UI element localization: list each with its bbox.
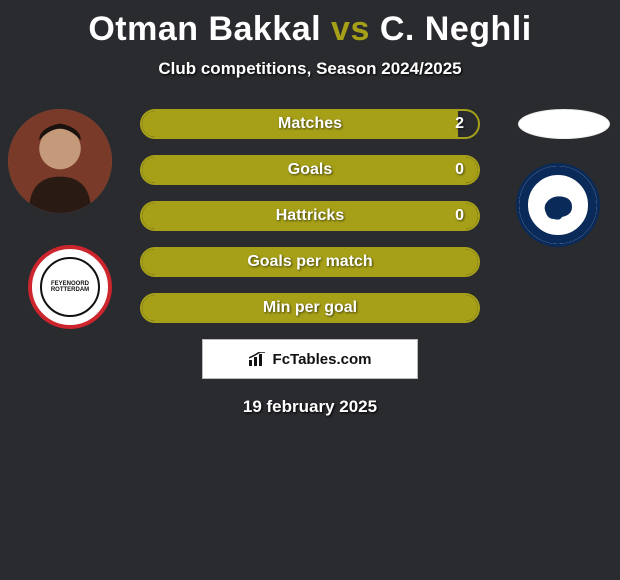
stat-bar-label: Hattricks bbox=[142, 203, 478, 229]
date-text: 19 february 2025 bbox=[0, 397, 620, 417]
chart-icon bbox=[249, 352, 267, 366]
player1-name: Otman Bakkal bbox=[88, 10, 321, 48]
lion-icon bbox=[538, 185, 578, 225]
stat-bars: Matches2Goals0Hattricks0Goals per matchM… bbox=[140, 109, 480, 323]
watermark-text: FcTables.com bbox=[273, 351, 372, 368]
stat-bar: Hattricks0 bbox=[140, 201, 480, 231]
stat-bar-label: Goals per match bbox=[142, 249, 478, 275]
stat-bar-label: Min per goal bbox=[142, 295, 478, 321]
stat-bar: Goals0 bbox=[140, 155, 480, 185]
player1-avatar bbox=[8, 109, 112, 213]
stat-bar-value: 2 bbox=[455, 111, 464, 137]
comparison-title: Otman Bakkal vs C. Neghli bbox=[0, 0, 620, 49]
watermark: FcTables.com bbox=[202, 339, 418, 379]
player1-club-text: FEYENOORD ROTTERDAM bbox=[40, 257, 100, 317]
subtitle: Club competitions, Season 2024/2025 bbox=[0, 59, 620, 79]
stat-bar-value: 0 bbox=[455, 203, 464, 229]
player2-name: C. Neghli bbox=[380, 10, 532, 48]
stat-bar: Goals per match bbox=[140, 247, 480, 277]
stat-bar-label: Matches bbox=[142, 111, 478, 137]
player2-flag bbox=[518, 109, 610, 139]
stat-bar-value: 0 bbox=[455, 157, 464, 183]
player2-club-logo bbox=[516, 163, 600, 247]
content: FEYENOORD ROTTERDAM Matches2Goals0Hattri… bbox=[0, 109, 620, 417]
avatar-placeholder-icon bbox=[8, 109, 112, 213]
stat-bar: Matches2 bbox=[140, 109, 480, 139]
player1-club-logo: FEYENOORD ROTTERDAM bbox=[28, 245, 112, 329]
stat-bar: Min per goal bbox=[140, 293, 480, 323]
stat-bar-label: Goals bbox=[142, 157, 478, 183]
vs-text: vs bbox=[331, 10, 370, 48]
